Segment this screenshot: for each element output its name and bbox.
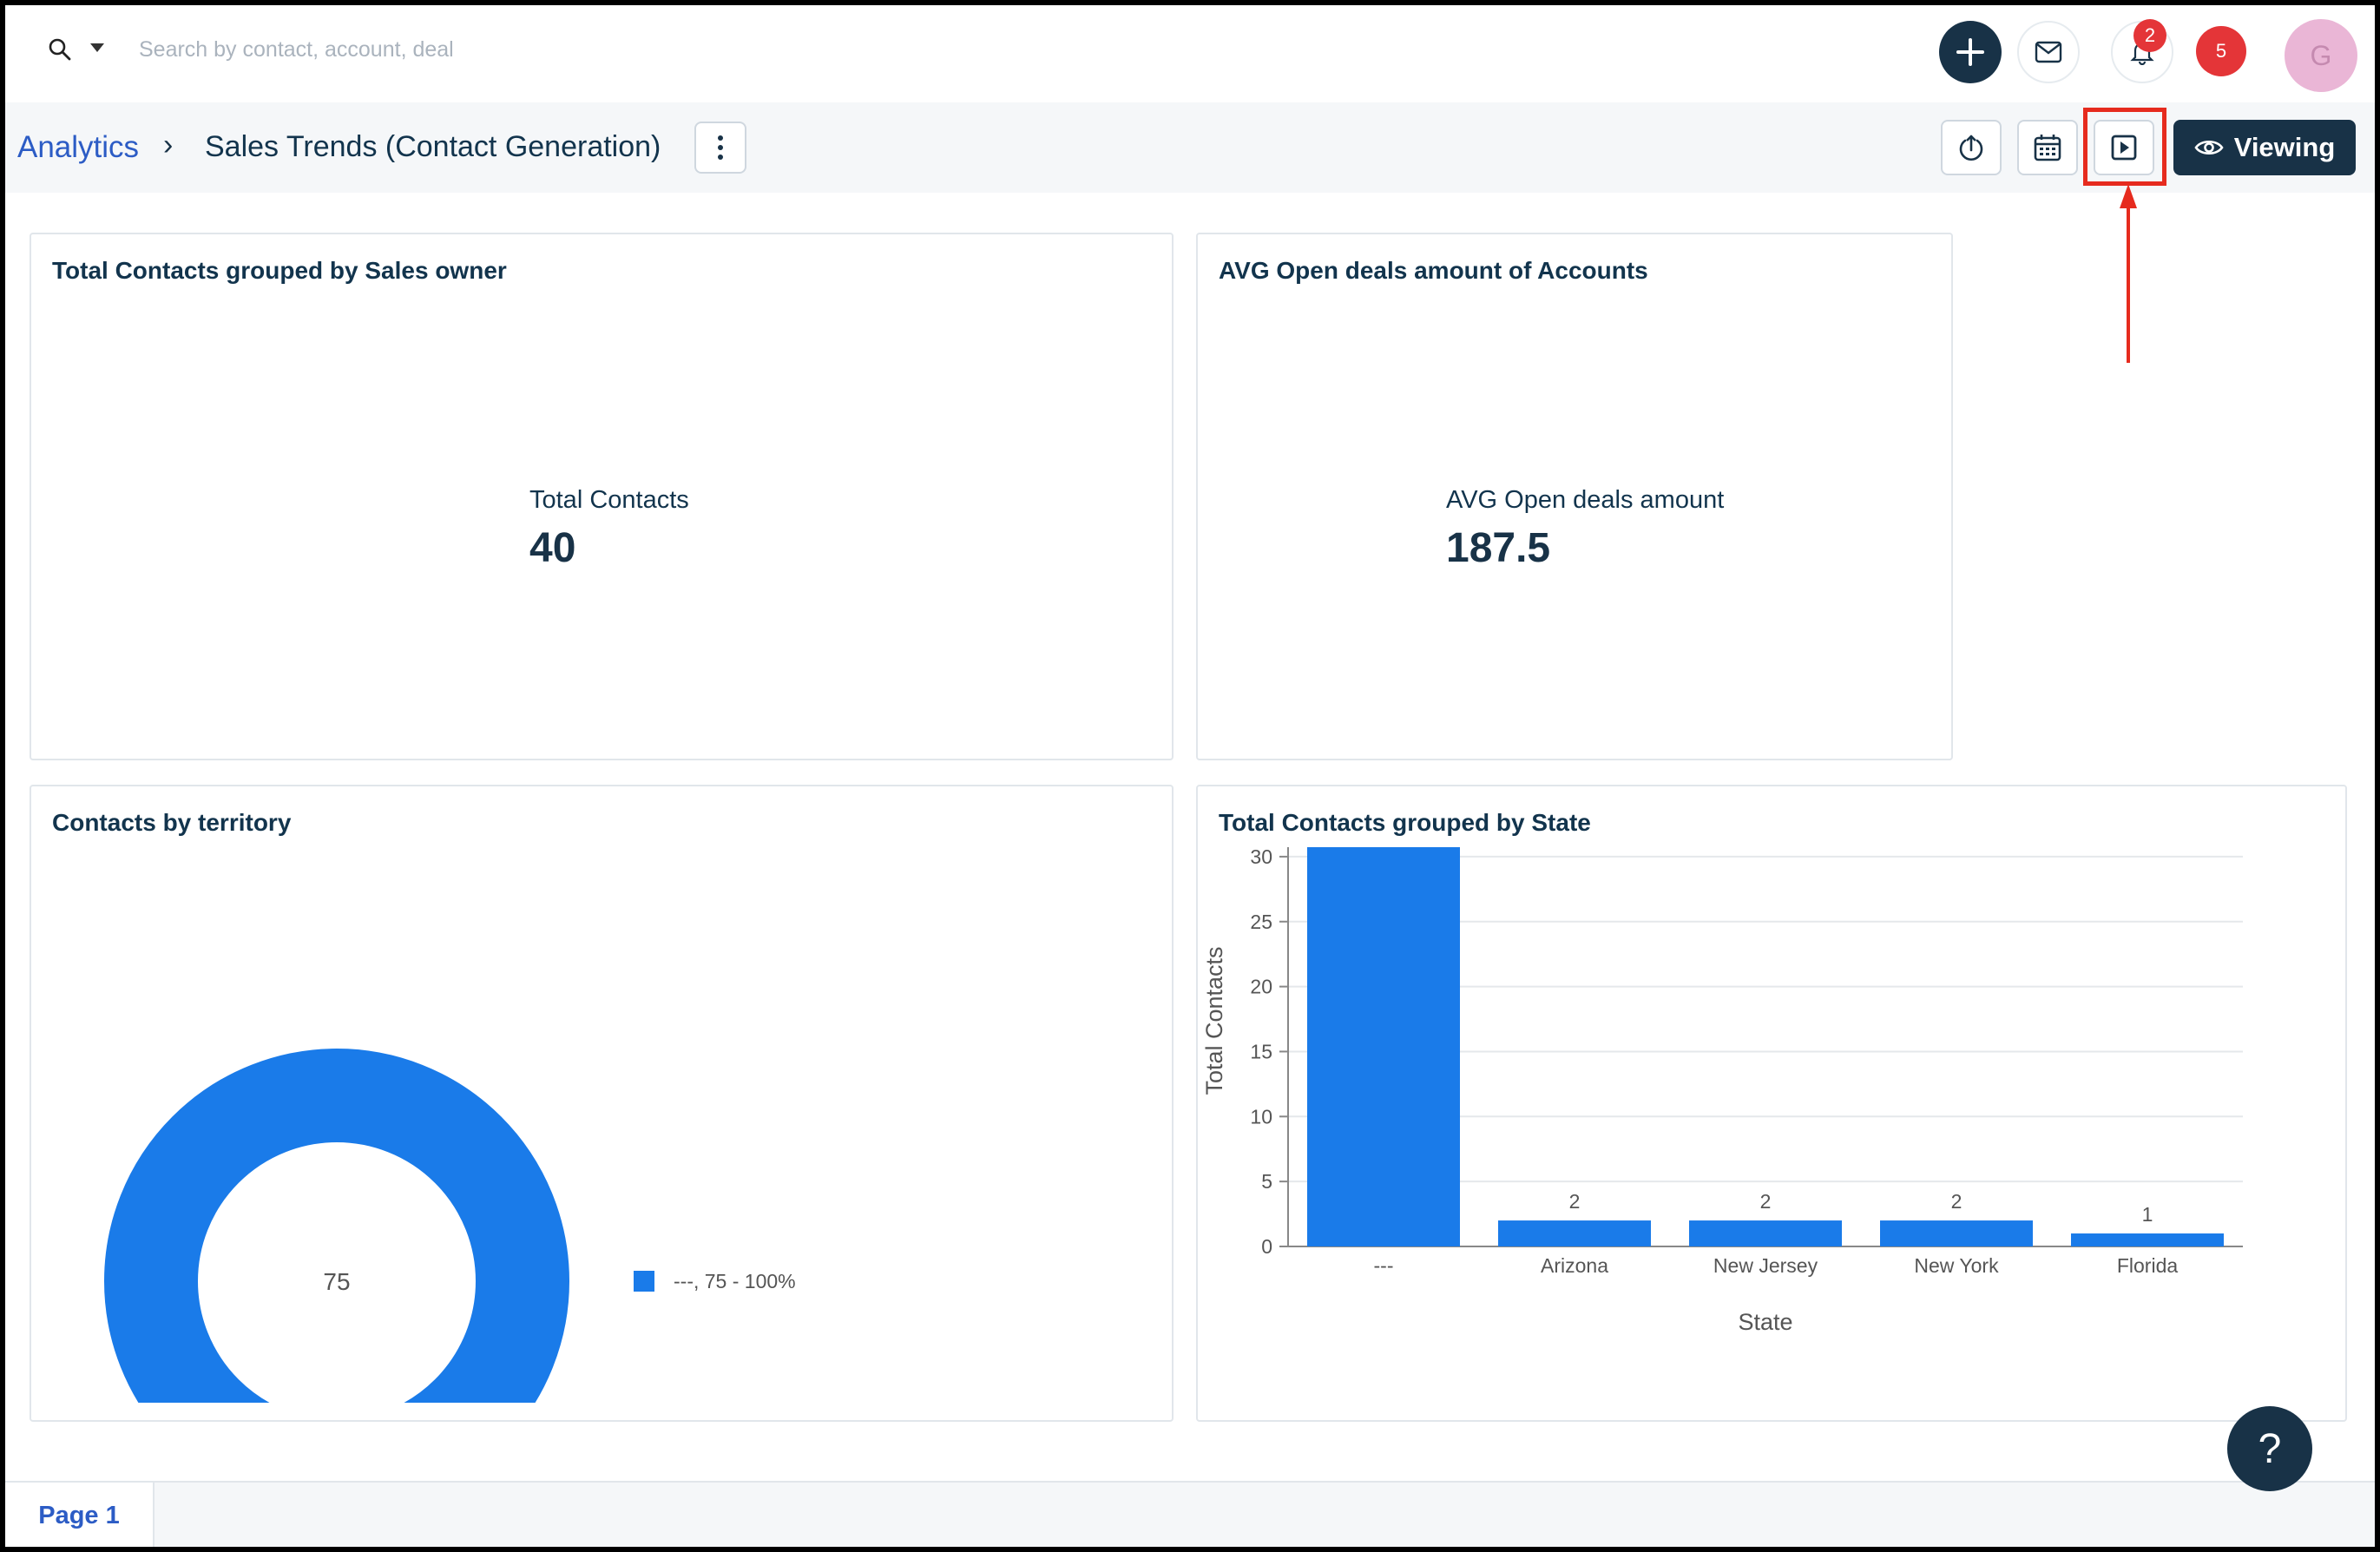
notifications-button[interactable] (2111, 21, 2173, 83)
bar (1689, 1220, 1842, 1246)
legend-swatch (634, 1271, 654, 1292)
add-new-button[interactable] (1939, 21, 2002, 83)
dashboard-canvas: Total Contacts grouped by Sales owner To… (5, 193, 2375, 1481)
x-tick-label: Florida (2117, 1254, 2179, 1277)
y-tick-label: 30 (1250, 847, 1272, 868)
y-tick-label: 5 (1261, 1170, 1272, 1193)
bar-data-label: 1 (2142, 1203, 2153, 1226)
x-axis-title: State (1738, 1309, 1792, 1335)
y-tick-label: 0 (1261, 1235, 1272, 1258)
widget-title: AVG Open deals amount of Accounts (1219, 257, 1648, 284)
metric-label: AVG Open deals amount (1446, 486, 1725, 514)
y-tick-label: 20 (1250, 976, 1272, 998)
x-tick-label: Arizona (1541, 1254, 1608, 1277)
x-tick-label: New Jersey (1713, 1254, 1818, 1277)
upload-icon (1959, 135, 1983, 161)
widget-title: Contacts by territory (52, 809, 292, 836)
breadcrumb-analytics-link[interactable]: Analytics (17, 130, 140, 164)
page-title: Sales Trends (Contact Generation) (205, 130, 661, 163)
y-tick-label: 15 (1250, 1040, 1272, 1062)
user-avatar[interactable]: G (2285, 19, 2357, 92)
widget-contacts-by-territory[interactable]: Contacts by territory 75 ---, 75 - 100% (30, 785, 1174, 1422)
viewing-mode-button[interactable]: Viewing (2173, 120, 2356, 175)
kebab-menu-icon (718, 135, 723, 160)
metric-value: 40 (529, 525, 576, 571)
y-tick-label: 10 (1250, 1105, 1272, 1128)
search-scope-dropdown-icon[interactable] (90, 43, 104, 52)
more-options-button[interactable] (694, 122, 746, 174)
metric-value: 187.5 (1446, 525, 1551, 571)
donut-center-label: 75 (323, 1268, 350, 1295)
notification-count-badge: 2 (2133, 19, 2166, 52)
bar (1880, 1220, 2033, 1246)
search-icon[interactable] (47, 36, 73, 62)
export-button[interactable] (1941, 120, 2002, 175)
legend-label: ---, 75 - 100% (674, 1270, 796, 1292)
widget-title: Total Contacts grouped by Sales owner (52, 257, 507, 284)
email-button[interactable] (2017, 21, 2080, 83)
annotation-arrow-icon (2120, 184, 2137, 363)
envelope-icon (2035, 41, 2062, 63)
tab-page-1[interactable]: Page 1 (5, 1483, 155, 1549)
bar (2071, 1233, 2224, 1246)
widget-avg-open-deals[interactable]: AVG Open deals amount of Accounts AVG Op… (1196, 233, 1953, 760)
widget-contacts-by-owner[interactable]: Total Contacts grouped by Sales owner To… (30, 233, 1174, 760)
present-mode-button[interactable] (2094, 120, 2154, 175)
metric-label: Total Contacts (529, 486, 689, 514)
page-tabs-bar: Page 1 (5, 1481, 2375, 1549)
bar-data-label: 2 (1569, 1190, 1581, 1213)
search-input[interactable] (137, 28, 748, 71)
widget-title: Total Contacts grouped by State (1219, 809, 1591, 836)
bar (1498, 1220, 1651, 1246)
breadcrumb-chevron-icon: › (163, 128, 174, 161)
donut-slice (104, 1049, 569, 1403)
bar (1307, 847, 1460, 1246)
play-icon (2111, 135, 2137, 161)
top-navigation-bar: 2 5 G (0, 0, 2380, 104)
schedule-button[interactable] (2017, 120, 2078, 175)
donut-chart: 75 ---, 75 - 100% (104, 1049, 796, 1403)
widget-contacts-by-state[interactable]: Total Contacts grouped by State 0 5 10 15 20… (1196, 785, 2347, 1422)
y-tick-label: 25 (1250, 911, 1272, 933)
viewing-label: Viewing (2233, 132, 2336, 162)
dashboard-header: Analytics › Sales Trends (Contact Genera… (5, 102, 2375, 194)
bar-data-label: 2 (1951, 1190, 1963, 1213)
eye-icon (2194, 140, 2224, 155)
calendar-icon (2034, 135, 2061, 161)
x-tick-label: --- (1374, 1254, 1394, 1277)
x-tick-label: New York (1914, 1254, 1999, 1277)
plus-icon (1956, 38, 1984, 66)
y-axis-title: Total Contacts (1201, 946, 1227, 1095)
alerts-count-button[interactable]: 5 (2196, 26, 2246, 76)
bar-data-label: 2 (1760, 1190, 1772, 1213)
annotation-highlight-box (2083, 108, 2166, 186)
help-button[interactable]: ? (2227, 1406, 2312, 1491)
